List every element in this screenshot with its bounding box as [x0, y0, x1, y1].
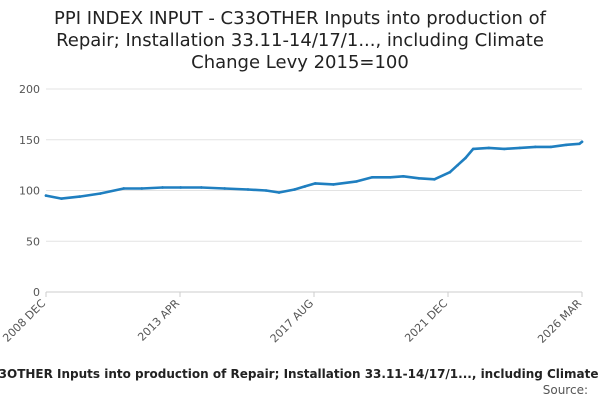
- x-tick-label: 2017 AUG: [268, 297, 317, 346]
- y-tick-label: 100: [19, 185, 40, 198]
- data-point: [161, 186, 164, 189]
- data-point: [456, 163, 460, 167]
- data-point: [503, 147, 506, 151]
- y-tick-label: 200: [19, 83, 40, 96]
- x-tick-label: 2013 APR: [135, 297, 182, 344]
- series-layer: [44, 140, 584, 200]
- data-point: [433, 178, 436, 181]
- data-point: [99, 192, 102, 195]
- data-point: [122, 187, 125, 190]
- data-point: [293, 188, 296, 191]
- data-point: [246, 188, 250, 191]
- data-point: [580, 140, 584, 144]
- y-tick-label: 150: [19, 134, 40, 147]
- data-point: [565, 143, 568, 147]
- chart-title-line-1: PPI INDEX INPUT - C33OTHER Inputs into p…: [54, 8, 547, 29]
- data-point: [417, 177, 421, 180]
- y-tick-label: 50: [26, 235, 40, 248]
- chart-title-line-2: Repair; Installation 33.11-14/17/1..., i…: [56, 30, 544, 51]
- data-point: [518, 146, 522, 150]
- data-point: [578, 142, 581, 146]
- data-point: [448, 170, 452, 174]
- y-tick-label: 0: [33, 286, 40, 299]
- x-axis-label: C33OTHER Inputs into production of Repai…: [0, 367, 599, 381]
- x-tick-label: 2008 DEC: [0, 297, 48, 345]
- y-tick-labels: 0 50 100 150 200: [19, 83, 40, 299]
- data-point: [277, 191, 281, 194]
- data-point: [200, 186, 203, 189]
- source-label: Source:: [543, 383, 588, 397]
- data-point: [303, 185, 307, 188]
- data-point: [264, 189, 268, 192]
- data-point: [464, 156, 467, 160]
- x-tick-label: 2026 MAR: [535, 297, 584, 346]
- data-point: [44, 194, 48, 197]
- chart-title-line-3: Change Levy 2015=100: [191, 52, 409, 73]
- data-point: [78, 195, 81, 198]
- data-point: [534, 145, 537, 149]
- x-tick-label: 2021 DEC: [402, 297, 450, 345]
- data-point: [549, 145, 553, 149]
- gridlines: [46, 88, 582, 242]
- x-tick-labels: 2008 DEC 2013 APR 2017 AUG 2021 DEC 2026 MAR: [0, 292, 584, 346]
- data-point: [370, 176, 374, 179]
- data-point: [313, 182, 317, 185]
- data-point: [487, 146, 491, 150]
- data-point: [179, 186, 182, 189]
- data-point: [355, 180, 359, 183]
- data-point: [140, 187, 144, 190]
- data-point: [332, 183, 335, 186]
- data-point: [402, 174, 405, 178]
- data-point: [471, 147, 475, 151]
- data-point: [389, 176, 392, 179]
- data-point: [60, 197, 63, 200]
- data-point: [223, 187, 226, 190]
